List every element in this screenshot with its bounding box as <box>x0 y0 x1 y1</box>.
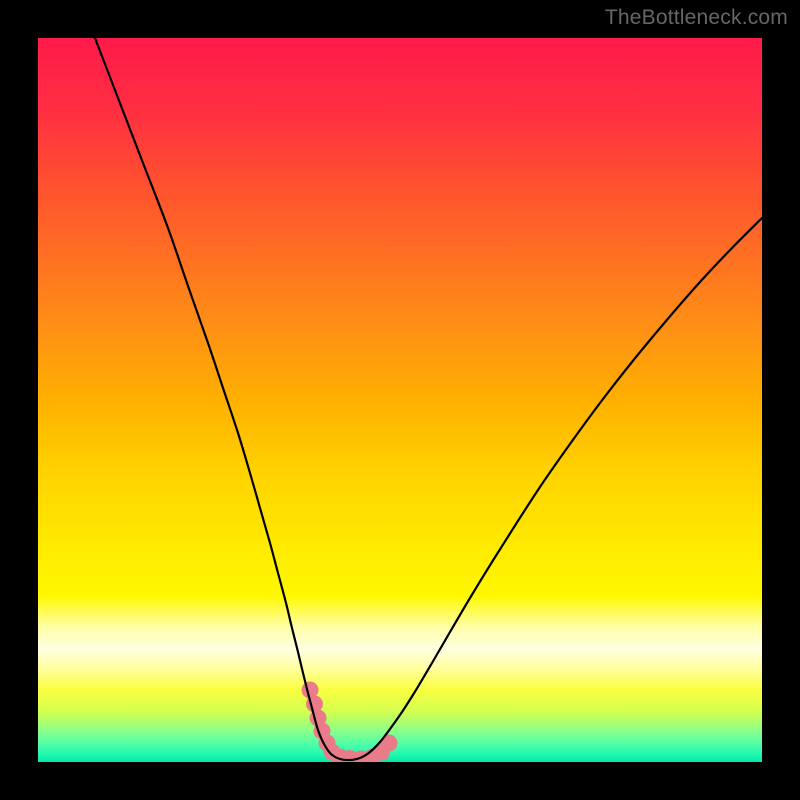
watermark-text: TheBottleneck.com <box>605 6 788 30</box>
chart-container: TheBottleneck.com <box>0 0 800 800</box>
plot-area <box>38 38 762 762</box>
bottleneck-curve <box>95 38 762 760</box>
curve-layer <box>38 38 762 762</box>
